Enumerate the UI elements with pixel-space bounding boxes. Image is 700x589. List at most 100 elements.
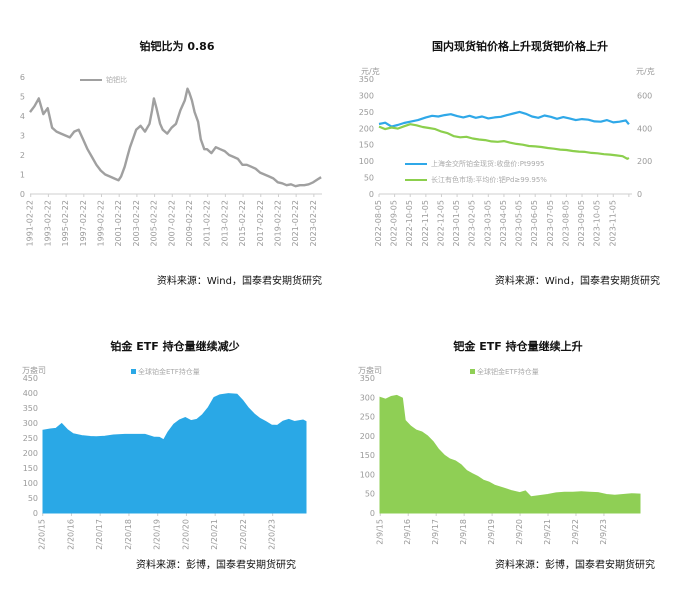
y-tick-label: 0 (370, 509, 375, 518)
x-tick-label: 2001-02-22 (114, 200, 123, 247)
x-tick-label: 2023-05-05 (515, 200, 524, 247)
x-tick-label: 2009-02-22 (185, 200, 194, 247)
x-tick-label: 2019-02-22 (273, 200, 282, 247)
source-note: 资料来源：彭博，国泰君安期货研究 (136, 558, 296, 571)
x-tick-label: 2023-02-22 (309, 200, 318, 247)
y-tick-label-right: 0 (637, 190, 642, 199)
y-tick-label: 1 (20, 171, 25, 180)
x-tick-label: 2023-02-05 (468, 200, 477, 247)
y-tick-label: 150 (359, 141, 374, 150)
y-tick-label: 250 (359, 108, 374, 117)
y-tick-label: 450 (23, 374, 38, 383)
series-line-palladium (378, 123, 630, 160)
x-tick-label: 2015-02-22 (238, 200, 247, 247)
y-tick-label: 100 (23, 479, 38, 488)
x-tick-label: 2023-08-05 (561, 200, 570, 247)
y-tick-label: 2 (20, 151, 25, 160)
x-tick-label: 2/20/19 (153, 519, 162, 550)
legend-label: 铂钯比 (106, 75, 127, 84)
x-tick-label: 2023-09-05 (577, 200, 586, 247)
legend-swatch (131, 369, 136, 374)
y-axis-unit-left: 元/克 (361, 67, 380, 76)
source-note: 资料来源：Wind，国泰君安期货研究 (495, 274, 660, 287)
chart-title: 铂金 ETF 持仓量继续减少 (110, 339, 239, 353)
x-tick-label: 2023-07-05 (546, 200, 555, 247)
x-tick-label: 1995-02-22 (61, 200, 70, 247)
y-axis-unit: 万盎司 (358, 365, 382, 375)
y-axis-unit-right: 元/克 (636, 67, 655, 76)
x-tick-label: 2/20/20 (181, 519, 190, 550)
y-tick-label: 4 (20, 112, 25, 121)
y-tick-label-right: 200 (637, 157, 652, 166)
x-tick-label: 2022-08-05 (374, 200, 383, 247)
y-tick-label: 100 (359, 157, 374, 166)
chart-platinum-etf-holdings: 铂金 ETF 持仓量继续减少 万盎司 0 50 100 150 200 250 300 350 4… (22, 339, 307, 571)
x-tick-label: 2022-09-05 (390, 200, 399, 247)
chart-domestic-spot-prices: 国内现货铂价格上升现货钯价格上升 元/克 元/克 0 50 100 150 200 250 30… (359, 39, 660, 287)
x-tick-label: 2/9/23 (599, 519, 608, 545)
chart-title: 国内现货铂价格上升现货钯价格上升 (432, 39, 608, 53)
x-tick-label: 2022-11-05 (421, 200, 430, 247)
x-tick-label: 2/9/16 (403, 519, 412, 545)
x-tick-label: 2/9/21 (543, 519, 552, 545)
x-tick-label: 2/9/20 (515, 519, 524, 545)
y-tick-label: 250 (23, 434, 38, 443)
x-tick-label: 1991-02-22 (26, 200, 35, 247)
y-tick-label: 0 (369, 190, 374, 199)
x-tick-label: 2013-02-22 (220, 200, 229, 247)
source-note: 资料来源：彭博，国泰君安期货研究 (495, 558, 655, 571)
y-tick-label: 150 (360, 451, 375, 460)
x-tick-label: 2/9/17 (431, 519, 440, 545)
x-tick-label: 2021-02-22 (291, 200, 300, 247)
x-tick-label: 2022-10-05 (405, 200, 414, 247)
y-tick-label: 3 (20, 132, 25, 141)
y-tick-label: 50 (364, 174, 374, 183)
y-tick-label: 50 (28, 494, 38, 503)
y-tick-label-right: 400 (637, 124, 652, 133)
y-tick-label: 300 (23, 419, 38, 428)
x-tick-label: 2/20/15 (38, 519, 47, 550)
x-tick-label: 2022-12-05 (436, 200, 445, 247)
x-tick-label: 2/9/22 (571, 519, 580, 545)
y-tick-label: 350 (23, 404, 38, 413)
y-tick-label: 100 (360, 470, 375, 479)
y-tick-label: 200 (359, 124, 374, 133)
y-tick-label: 250 (360, 413, 375, 422)
legend-label: 全球铂金ETF持仓量 (138, 367, 200, 376)
x-tick-label: 2023-04-05 (499, 200, 508, 247)
y-tick-label: 6 (20, 73, 25, 82)
y-tick-label: 50 (365, 490, 375, 499)
y-tick-label: 200 (23, 449, 38, 458)
chart-title: 铂钯比为 0.86 (140, 39, 215, 53)
x-tick-label: 2005-02-22 (150, 200, 159, 247)
chart-platinum-palladium-ratio: 铂钯比为 0.86 0 1 2 3 4 5 6 1991-02-22 1993-02-22 199… (20, 39, 322, 287)
y-tick-label: 300 (359, 91, 374, 100)
chart-title: 钯金 ETF 持仓量继续上升 (452, 339, 582, 353)
series-area-platinum-etf (42, 393, 307, 514)
legend-label: 全球钯金ETF持仓量 (477, 367, 539, 376)
y-tick-label: 350 (360, 374, 375, 383)
x-tick-label: 2023-11-05 (608, 200, 617, 247)
source-note: 资料来源：Wind，国泰君安期货研究 (157, 274, 322, 287)
y-tick-label: 350 (359, 75, 374, 84)
x-tick-label: 2/20/23 (268, 519, 277, 550)
x-tick-label: 2/20/18 (124, 519, 133, 550)
x-tick-label: 2023-01-05 (452, 200, 461, 247)
series-line-ratio (29, 87, 322, 188)
x-tick-label: 2/9/18 (459, 519, 468, 545)
y-tick-label: 150 (23, 464, 38, 473)
y-tick-label: 200 (360, 432, 375, 441)
x-tick-label: 2011-02-22 (203, 200, 212, 247)
x-tick-label: 2/20/22 (239, 519, 248, 550)
x-tick-label: 1997-02-22 (79, 200, 88, 247)
x-tick-label: 2/20/21 (210, 519, 219, 550)
x-tick-label: 2007-02-22 (167, 200, 176, 247)
y-tick-label: 5 (20, 93, 25, 102)
series-area-palladium-etf (379, 394, 641, 514)
x-tick-label: 1999-02-22 (96, 200, 105, 247)
x-tick-label: 2023-06-05 (530, 200, 539, 247)
x-tick-label: 2/20/16 (66, 519, 75, 550)
series-line-platinum (378, 110, 630, 128)
x-tick-label: 2/20/17 (95, 519, 104, 550)
x-tick-label: 2023-10-05 (593, 200, 602, 247)
